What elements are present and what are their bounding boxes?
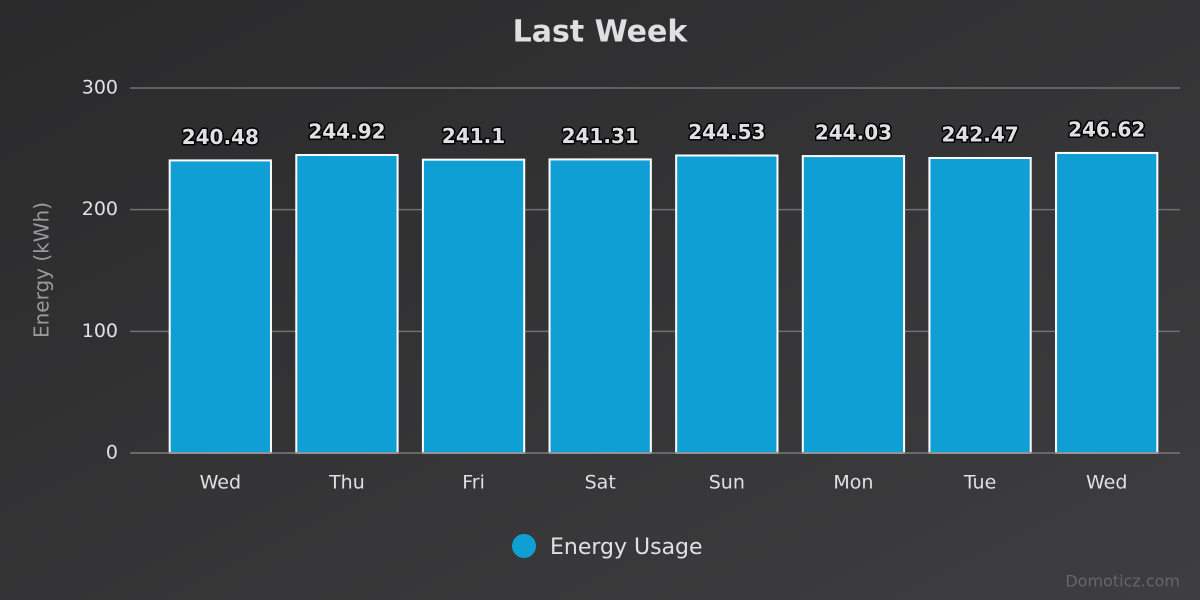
bar [675,154,779,454]
data-label: 241.31 [562,124,639,148]
data-label: 246.62 [1068,117,1145,141]
data-label: 244.03 [815,121,892,145]
bar [928,156,1032,454]
x-tick-label: Sun [709,472,745,494]
chart-title: Last Week [513,15,689,50]
y-axis-label: Energy (kWh) [30,202,54,338]
data-label: 241.1 [442,124,505,148]
y-tick-label: 0 [106,442,118,464]
data-label: 244.92 [308,120,385,144]
x-tick-label: Mon [833,472,873,494]
legend-marker [512,534,536,558]
data-label: 244.53 [688,120,765,144]
credits[interactable]: Domoticz.com [1065,572,1180,591]
x-tick-label: Tue [963,472,996,494]
bar [168,159,272,455]
bar [1055,151,1159,454]
y-tick-label: 200 [82,198,118,220]
x-tick-label: Fri [462,472,485,494]
y-tick-label: 100 [82,320,118,342]
x-tick-label: Wed [1086,472,1127,494]
y-tick-label: 300 [82,77,118,99]
data-label: 242.47 [941,122,1018,146]
bar [548,158,652,455]
x-tick-label: Thu [328,472,365,494]
x-tick-label: Wed [200,472,241,494]
bar [801,155,906,454]
legend-label: Energy Usage [550,535,703,560]
data-label: 240.48 [182,125,259,149]
x-tick-label: Sat [585,472,616,494]
bar [421,158,526,455]
bar [295,154,399,454]
